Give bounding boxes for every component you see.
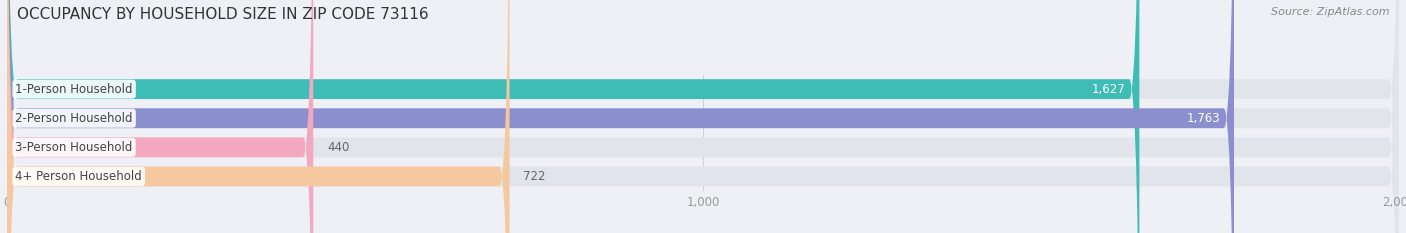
FancyBboxPatch shape [7,0,1399,233]
FancyBboxPatch shape [7,0,1234,233]
Text: 1,763: 1,763 [1187,112,1220,125]
FancyBboxPatch shape [7,0,509,233]
Text: 722: 722 [523,170,546,183]
Text: 440: 440 [328,141,350,154]
Text: 2-Person Household: 2-Person Household [15,112,134,125]
Text: Source: ZipAtlas.com: Source: ZipAtlas.com [1271,7,1389,17]
FancyBboxPatch shape [7,0,1399,233]
Text: 4+ Person Household: 4+ Person Household [15,170,142,183]
Text: 3-Person Household: 3-Person Household [15,141,132,154]
FancyBboxPatch shape [7,0,314,233]
Text: 1,627: 1,627 [1091,83,1125,96]
FancyBboxPatch shape [7,0,1139,233]
Text: 1-Person Household: 1-Person Household [15,83,134,96]
FancyBboxPatch shape [7,0,1399,233]
FancyBboxPatch shape [7,0,1399,233]
Text: OCCUPANCY BY HOUSEHOLD SIZE IN ZIP CODE 73116: OCCUPANCY BY HOUSEHOLD SIZE IN ZIP CODE … [17,7,429,22]
